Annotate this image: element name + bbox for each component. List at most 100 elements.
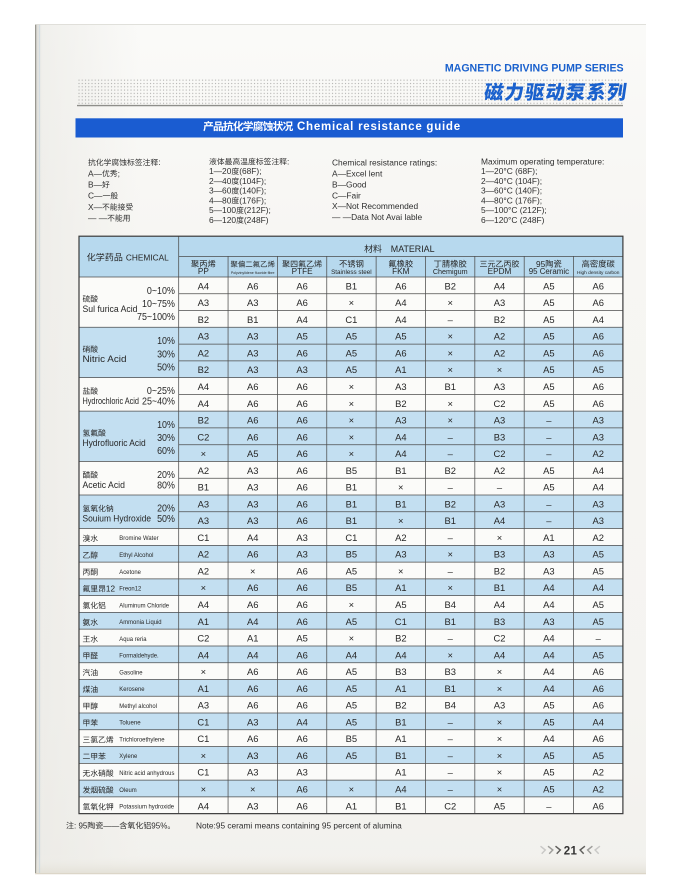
svg-text:A4: A4 bbox=[198, 280, 209, 291]
svg-text:B1: B1 bbox=[444, 683, 455, 694]
svg-text:–: – bbox=[546, 415, 552, 426]
svg-text:Hydrofluoric Acid: Hydrofluoric Acid bbox=[83, 438, 146, 448]
svg-text:A6: A6 bbox=[296, 348, 307, 359]
svg-text:A4: A4 bbox=[543, 649, 554, 660]
svg-text:C1: C1 bbox=[197, 767, 209, 778]
svg-text:A2: A2 bbox=[494, 348, 505, 359]
svg-text:A6: A6 bbox=[296, 733, 307, 744]
svg-text:A6: A6 bbox=[592, 800, 603, 811]
svg-text:A4: A4 bbox=[395, 649, 406, 660]
svg-text:A3: A3 bbox=[543, 566, 554, 577]
svg-text:A2: A2 bbox=[592, 784, 603, 795]
svg-text:×: × bbox=[250, 784, 255, 795]
svg-text:A6: A6 bbox=[592, 348, 603, 359]
svg-text:–: – bbox=[448, 482, 454, 493]
svg-text:×: × bbox=[201, 666, 206, 677]
svg-text:×: × bbox=[497, 683, 502, 694]
svg-text:A3: A3 bbox=[592, 415, 603, 426]
svg-text:B—: B— bbox=[88, 180, 103, 190]
svg-text:A5: A5 bbox=[543, 767, 554, 778]
svg-text:75~100%: 75~100% bbox=[137, 312, 175, 323]
svg-text:A5: A5 bbox=[543, 348, 554, 359]
svg-text:A5: A5 bbox=[592, 566, 603, 577]
svg-text:B1: B1 bbox=[395, 716, 406, 727]
svg-text:20%: 20% bbox=[157, 470, 175, 481]
svg-text:A3: A3 bbox=[247, 465, 258, 476]
svg-text:C2: C2 bbox=[197, 431, 209, 442]
svg-text:×: × bbox=[201, 582, 206, 593]
svg-text:2—40°C (104F);: 2—40°C (104F); bbox=[481, 176, 542, 186]
svg-text:×: × bbox=[447, 297, 452, 308]
svg-text:A5: A5 bbox=[592, 364, 603, 375]
svg-text:A6: A6 bbox=[247, 280, 258, 291]
svg-text:×: × bbox=[497, 784, 502, 795]
svg-text:A4: A4 bbox=[592, 582, 603, 593]
svg-text:Ammonia Liquid: Ammonia Liquid bbox=[119, 619, 162, 626]
svg-text:A2: A2 bbox=[592, 532, 603, 543]
svg-text:×: × bbox=[201, 750, 206, 761]
svg-text:×: × bbox=[349, 381, 354, 392]
svg-text:A6: A6 bbox=[592, 700, 603, 711]
svg-text:A5: A5 bbox=[543, 750, 554, 761]
svg-text:–: – bbox=[448, 314, 454, 325]
svg-text:0~25%: 0~25% bbox=[147, 386, 175, 397]
svg-text:— —Data Not Avai lable: — —Data Not Avai lable bbox=[332, 212, 422, 222]
svg-text:A6: A6 bbox=[296, 666, 307, 677]
svg-text:B5: B5 bbox=[346, 549, 357, 560]
svg-text:A6: A6 bbox=[296, 381, 307, 392]
svg-text:A6: A6 bbox=[592, 733, 603, 744]
svg-text:C2: C2 bbox=[494, 448, 506, 459]
svg-text:(104F);: (104F); bbox=[239, 176, 266, 186]
svg-text:Aqua reria: Aqua reria bbox=[119, 636, 147, 643]
svg-text:A2: A2 bbox=[592, 767, 603, 778]
svg-text:(248F): (248F) bbox=[244, 215, 269, 225]
svg-text:10~75%: 10~75% bbox=[142, 299, 175, 310]
svg-text:A5: A5 bbox=[296, 633, 307, 644]
svg-text:A3: A3 bbox=[494, 498, 505, 509]
svg-text:A5: A5 bbox=[346, 616, 357, 627]
svg-text:×: × bbox=[497, 532, 502, 543]
svg-text:A3: A3 bbox=[198, 297, 209, 308]
svg-text:A6: A6 bbox=[247, 398, 258, 409]
svg-text:B2: B2 bbox=[494, 314, 505, 325]
svg-text:×: × bbox=[349, 448, 354, 459]
svg-text:–: – bbox=[546, 515, 552, 526]
svg-text:A4: A4 bbox=[247, 616, 258, 627]
svg-text:A3: A3 bbox=[296, 364, 307, 375]
svg-text:A3: A3 bbox=[247, 800, 258, 811]
svg-text:A6: A6 bbox=[247, 683, 258, 694]
svg-text:Potassium hydroxide: Potassium hydroxide bbox=[119, 804, 174, 811]
svg-text:A4: A4 bbox=[543, 683, 554, 694]
svg-text:×: × bbox=[497, 750, 502, 761]
svg-text:A6: A6 bbox=[296, 448, 307, 459]
svg-text:×: × bbox=[349, 297, 354, 308]
svg-text:B2: B2 bbox=[444, 465, 455, 476]
svg-text:C2: C2 bbox=[444, 800, 456, 811]
svg-text:A4: A4 bbox=[592, 465, 603, 476]
svg-text:A1: A1 bbox=[198, 616, 209, 627]
svg-text:A6: A6 bbox=[247, 666, 258, 677]
svg-text:A3: A3 bbox=[198, 515, 209, 526]
svg-text:C2: C2 bbox=[197, 633, 209, 644]
svg-text:Polyvinylidene fluoride fibre: Polyvinylidene fluoride fibre bbox=[231, 271, 275, 275]
svg-text:A6: A6 bbox=[296, 498, 307, 509]
svg-text:A6: A6 bbox=[247, 381, 258, 392]
svg-text:–: – bbox=[546, 498, 552, 509]
svg-text:B2: B2 bbox=[198, 364, 209, 375]
svg-text:(68F);: (68F); bbox=[239, 166, 261, 176]
svg-text:–: – bbox=[448, 633, 454, 644]
svg-text:1—20: 1—20 bbox=[209, 166, 232, 176]
svg-text:A6: A6 bbox=[296, 465, 307, 476]
svg-text::: : bbox=[287, 156, 289, 166]
svg-text:A3: A3 bbox=[247, 750, 258, 761]
svg-text:A5: A5 bbox=[543, 700, 554, 711]
svg-text:A5: A5 bbox=[543, 381, 554, 392]
svg-text:5—100: 5—100 bbox=[209, 205, 236, 215]
svg-text:10%: 10% bbox=[157, 336, 175, 347]
svg-text:A3: A3 bbox=[543, 549, 554, 560]
svg-text:×: × bbox=[497, 666, 502, 677]
svg-text:A6: A6 bbox=[247, 549, 258, 560]
svg-text:Acetic Acid: Acetic Acid bbox=[83, 480, 126, 490]
svg-text:A3: A3 bbox=[198, 498, 209, 509]
svg-text:A4: A4 bbox=[592, 716, 603, 727]
